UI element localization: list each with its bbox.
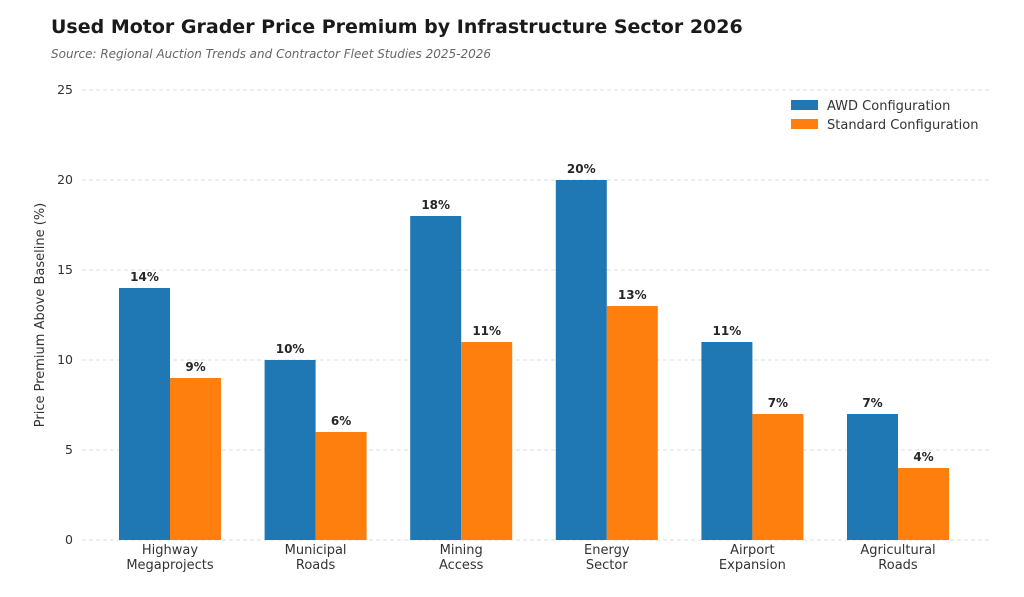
data-label: 6%: [331, 414, 351, 428]
data-label: 11%: [713, 324, 742, 338]
x-tick-label: Agricultural Roads: [860, 543, 935, 573]
y-axis-ticks: 0 5 10 15 20 25: [57, 82, 73, 547]
chart-subtitle: Source: Regional Auction Trends and Cont…: [51, 47, 492, 61]
bar-awd: [410, 216, 462, 540]
bar-awd: [119, 288, 170, 540]
data-label: 9%: [185, 360, 205, 374]
grid-lines: [82, 89, 992, 541]
y-tick-label: 5: [65, 442, 73, 457]
legend-swatch: [791, 119, 818, 129]
x-tick-label: Mining Access: [439, 543, 484, 573]
bar-standard: [606, 306, 658, 540]
legend-swatch: [791, 100, 818, 110]
y-tick-label: 10: [57, 352, 73, 367]
data-label: 10%: [276, 342, 305, 356]
bar-standard: [752, 414, 804, 540]
x-tick-label: Energy Sector: [584, 543, 630, 573]
data-label: 14%: [130, 270, 159, 284]
legend-label: AWD Configuration: [827, 99, 950, 114]
x-tick-label: Airport Expansion: [719, 543, 786, 573]
y-tick-label: 0: [65, 532, 73, 547]
data-labels: 14% 9% 10% 6% 18% 11% 20% 13% 11% 7% 7% 4%: [130, 162, 934, 464]
data-label: 18%: [421, 198, 450, 212]
data-label: 7%: [768, 396, 788, 410]
bar-standard: [461, 342, 513, 540]
bar-awd: [701, 342, 753, 540]
data-label: 7%: [862, 396, 882, 410]
x-tick-label: Highway Megaprojects: [126, 543, 214, 573]
y-tick-label: 20: [57, 172, 73, 187]
data-label: 4%: [913, 450, 933, 464]
data-label: 20%: [567, 162, 596, 176]
bars: [119, 180, 949, 540]
bar-awd: [847, 414, 898, 540]
y-axis-label: Price Premium Above Baseline (%): [33, 203, 48, 428]
bar-awd: [555, 180, 607, 540]
chart-title: Used Motor Grader Price Premium by Infra…: [51, 16, 743, 38]
legend-label: Standard Configuration: [827, 118, 978, 133]
bar-standard: [315, 432, 367, 540]
bar-standard: [898, 468, 949, 540]
y-tick-label: 15: [57, 262, 73, 277]
bar-standard: [170, 378, 221, 540]
x-axis-labels: Highway Megaprojects Municipal Roads Mining A…: [126, 543, 935, 573]
y-tick-label: 25: [57, 82, 73, 97]
x-tick-label: Municipal Roads: [285, 543, 347, 573]
legend: AWD Configuration Standard Configuration: [791, 99, 978, 133]
data-label: 13%: [618, 288, 647, 302]
data-label: 11%: [472, 324, 501, 338]
bar-awd: [264, 360, 316, 540]
